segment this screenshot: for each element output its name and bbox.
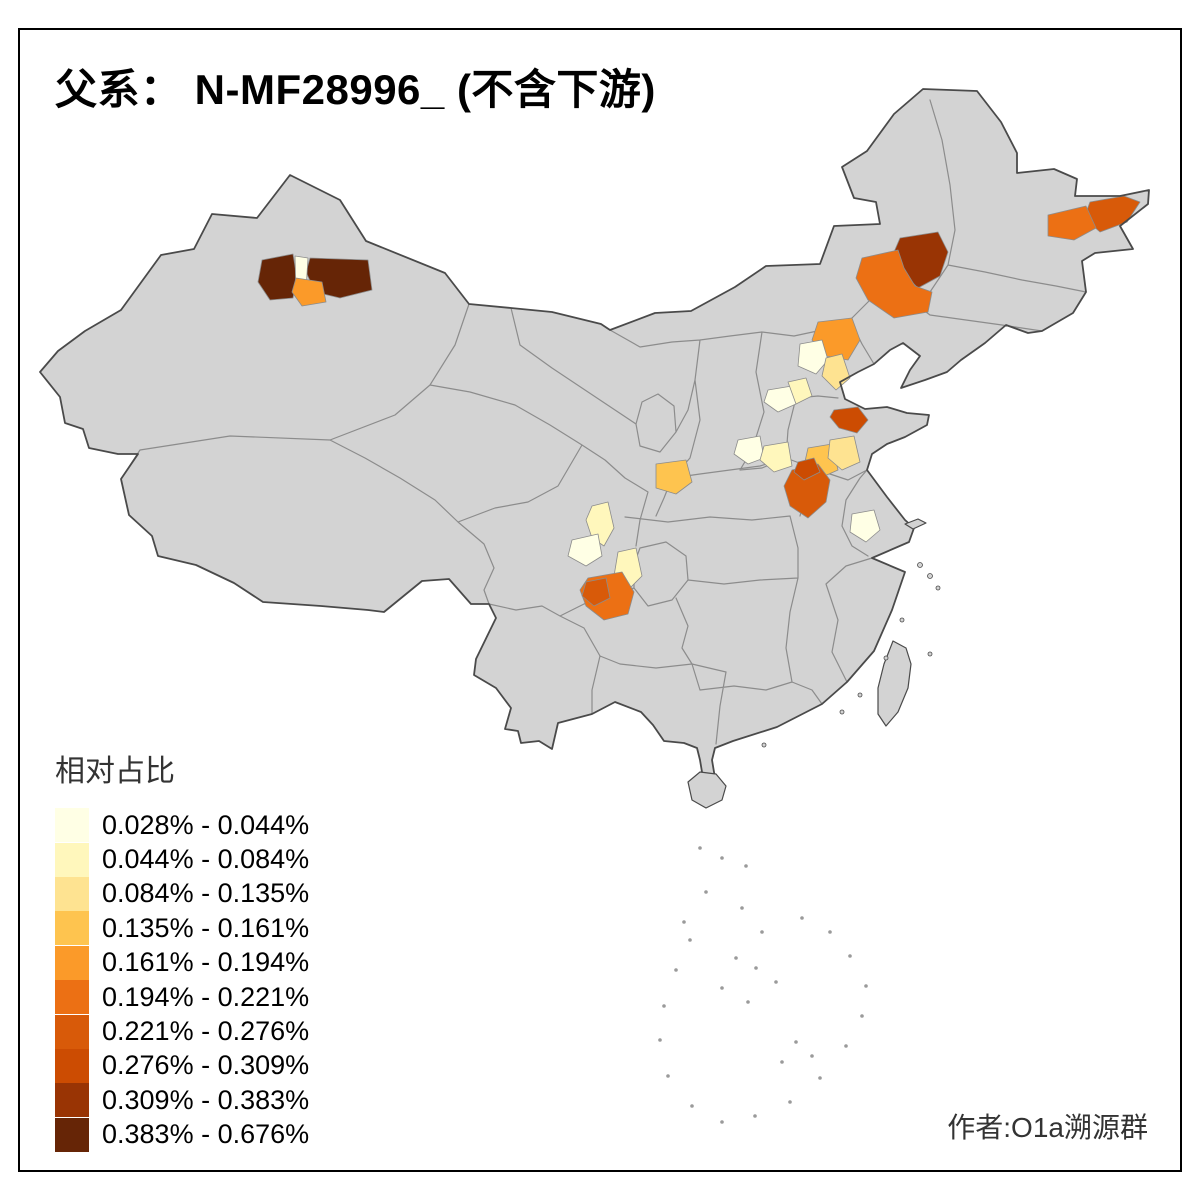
- coastal-islet: [935, 585, 941, 591]
- highlighted-region: [793, 457, 821, 481]
- legend-label: 0.161% - 0.194%: [102, 947, 310, 978]
- legend-swatch: [55, 945, 89, 980]
- coastal-islet: [927, 651, 933, 657]
- highlighted-region: [655, 459, 693, 495]
- legend-item: 0.383% - 0.676%: [55, 1117, 310, 1152]
- legend-label: 0.221% - 0.276%: [102, 1016, 310, 1047]
- taiwan-island: [877, 640, 912, 727]
- legend-swatch: [55, 1048, 89, 1083]
- legend-item: 0.221% - 0.276%: [55, 1014, 310, 1049]
- chongming-island: [904, 518, 927, 530]
- legend-swatch: [55, 1014, 89, 1049]
- highlighted-region: [763, 385, 797, 413]
- coastal-islet: [857, 692, 863, 698]
- legend: 相对占比 0.028% - 0.044% 0.044% - 0.084% 0.084…: [55, 746, 309, 1152]
- coastal-islet: [917, 562, 923, 568]
- legend-label: 0.135% - 0.161%: [102, 912, 310, 943]
- highlighted-region: [257, 253, 298, 301]
- legend-swatch: [55, 876, 89, 911]
- highlighted-region: [733, 435, 765, 465]
- highlighted-region: [759, 441, 793, 473]
- mainland-shape: [40, 89, 1149, 778]
- legend-label: 0.084% - 0.135%: [102, 878, 310, 909]
- highlighted-region: [581, 577, 611, 607]
- hainan-island: [687, 771, 727, 809]
- coastal-islet: [883, 655, 889, 661]
- coastal-islet: [839, 709, 845, 715]
- highlighted-region: [291, 277, 327, 307]
- highlighted-region: [827, 435, 861, 471]
- highlighted-region: [849, 509, 881, 543]
- highlighted-region: [855, 249, 933, 319]
- legend-swatch: [55, 842, 89, 877]
- national-border: [39, 88, 1150, 779]
- legend-item: 0.161% - 0.194%: [55, 945, 310, 980]
- legend-item: 0.194% - 0.221%: [55, 980, 310, 1015]
- legend-swatch: [55, 1083, 89, 1118]
- legend-label: 0.276% - 0.309%: [102, 1050, 310, 1081]
- legend-label: 0.044% - 0.084%: [102, 844, 310, 875]
- highlighted-region: [783, 463, 831, 519]
- province-borders: [120, 99, 1087, 745]
- legend-label: 0.028% - 0.044%: [102, 809, 310, 840]
- south-china-sea-islets: [658, 846, 868, 1124]
- legend-swatch: [55, 980, 89, 1015]
- legend-swatch: [55, 1117, 89, 1152]
- highlighted-region: [797, 339, 829, 375]
- coastal-islet: [761, 742, 767, 748]
- legend-label: 0.383% - 0.676%: [102, 1119, 310, 1150]
- highlighted-region: [829, 406, 869, 434]
- legend-title: 相对占比: [55, 755, 175, 788]
- legend-item: 0.084% - 0.135%: [55, 876, 310, 911]
- coastal-islet: [899, 617, 905, 623]
- coastal-islet: [927, 573, 933, 579]
- legend-swatch: [55, 911, 89, 946]
- legend-items: 0.028% - 0.044% 0.044% - 0.084% 0.084% - 0…: [55, 808, 309, 1152]
- legend-swatch: [55, 808, 89, 843]
- legend-item: 0.135% - 0.161%: [55, 911, 310, 946]
- highlighted-region: [787, 377, 813, 405]
- highlighted-regions: [257, 195, 1141, 621]
- legend-item: 0.276% - 0.309%: [55, 1048, 310, 1083]
- credit-text: 作者:O1a溯源群: [947, 1112, 1148, 1143]
- legend-label: 0.194% - 0.221%: [102, 981, 310, 1012]
- highlighted-region: [1047, 205, 1097, 241]
- legend-label: 0.309% - 0.383%: [102, 1084, 310, 1115]
- islands: [687, 518, 941, 809]
- legend-item: 0.044% - 0.084%: [55, 842, 310, 877]
- page-title: 父系： N-MF28996_ (不含下游): [55, 66, 656, 113]
- legend-item: 0.309% - 0.383%: [55, 1083, 310, 1118]
- legend-item: 0.028% - 0.044%: [55, 808, 310, 843]
- highlighted-region: [567, 533, 603, 567]
